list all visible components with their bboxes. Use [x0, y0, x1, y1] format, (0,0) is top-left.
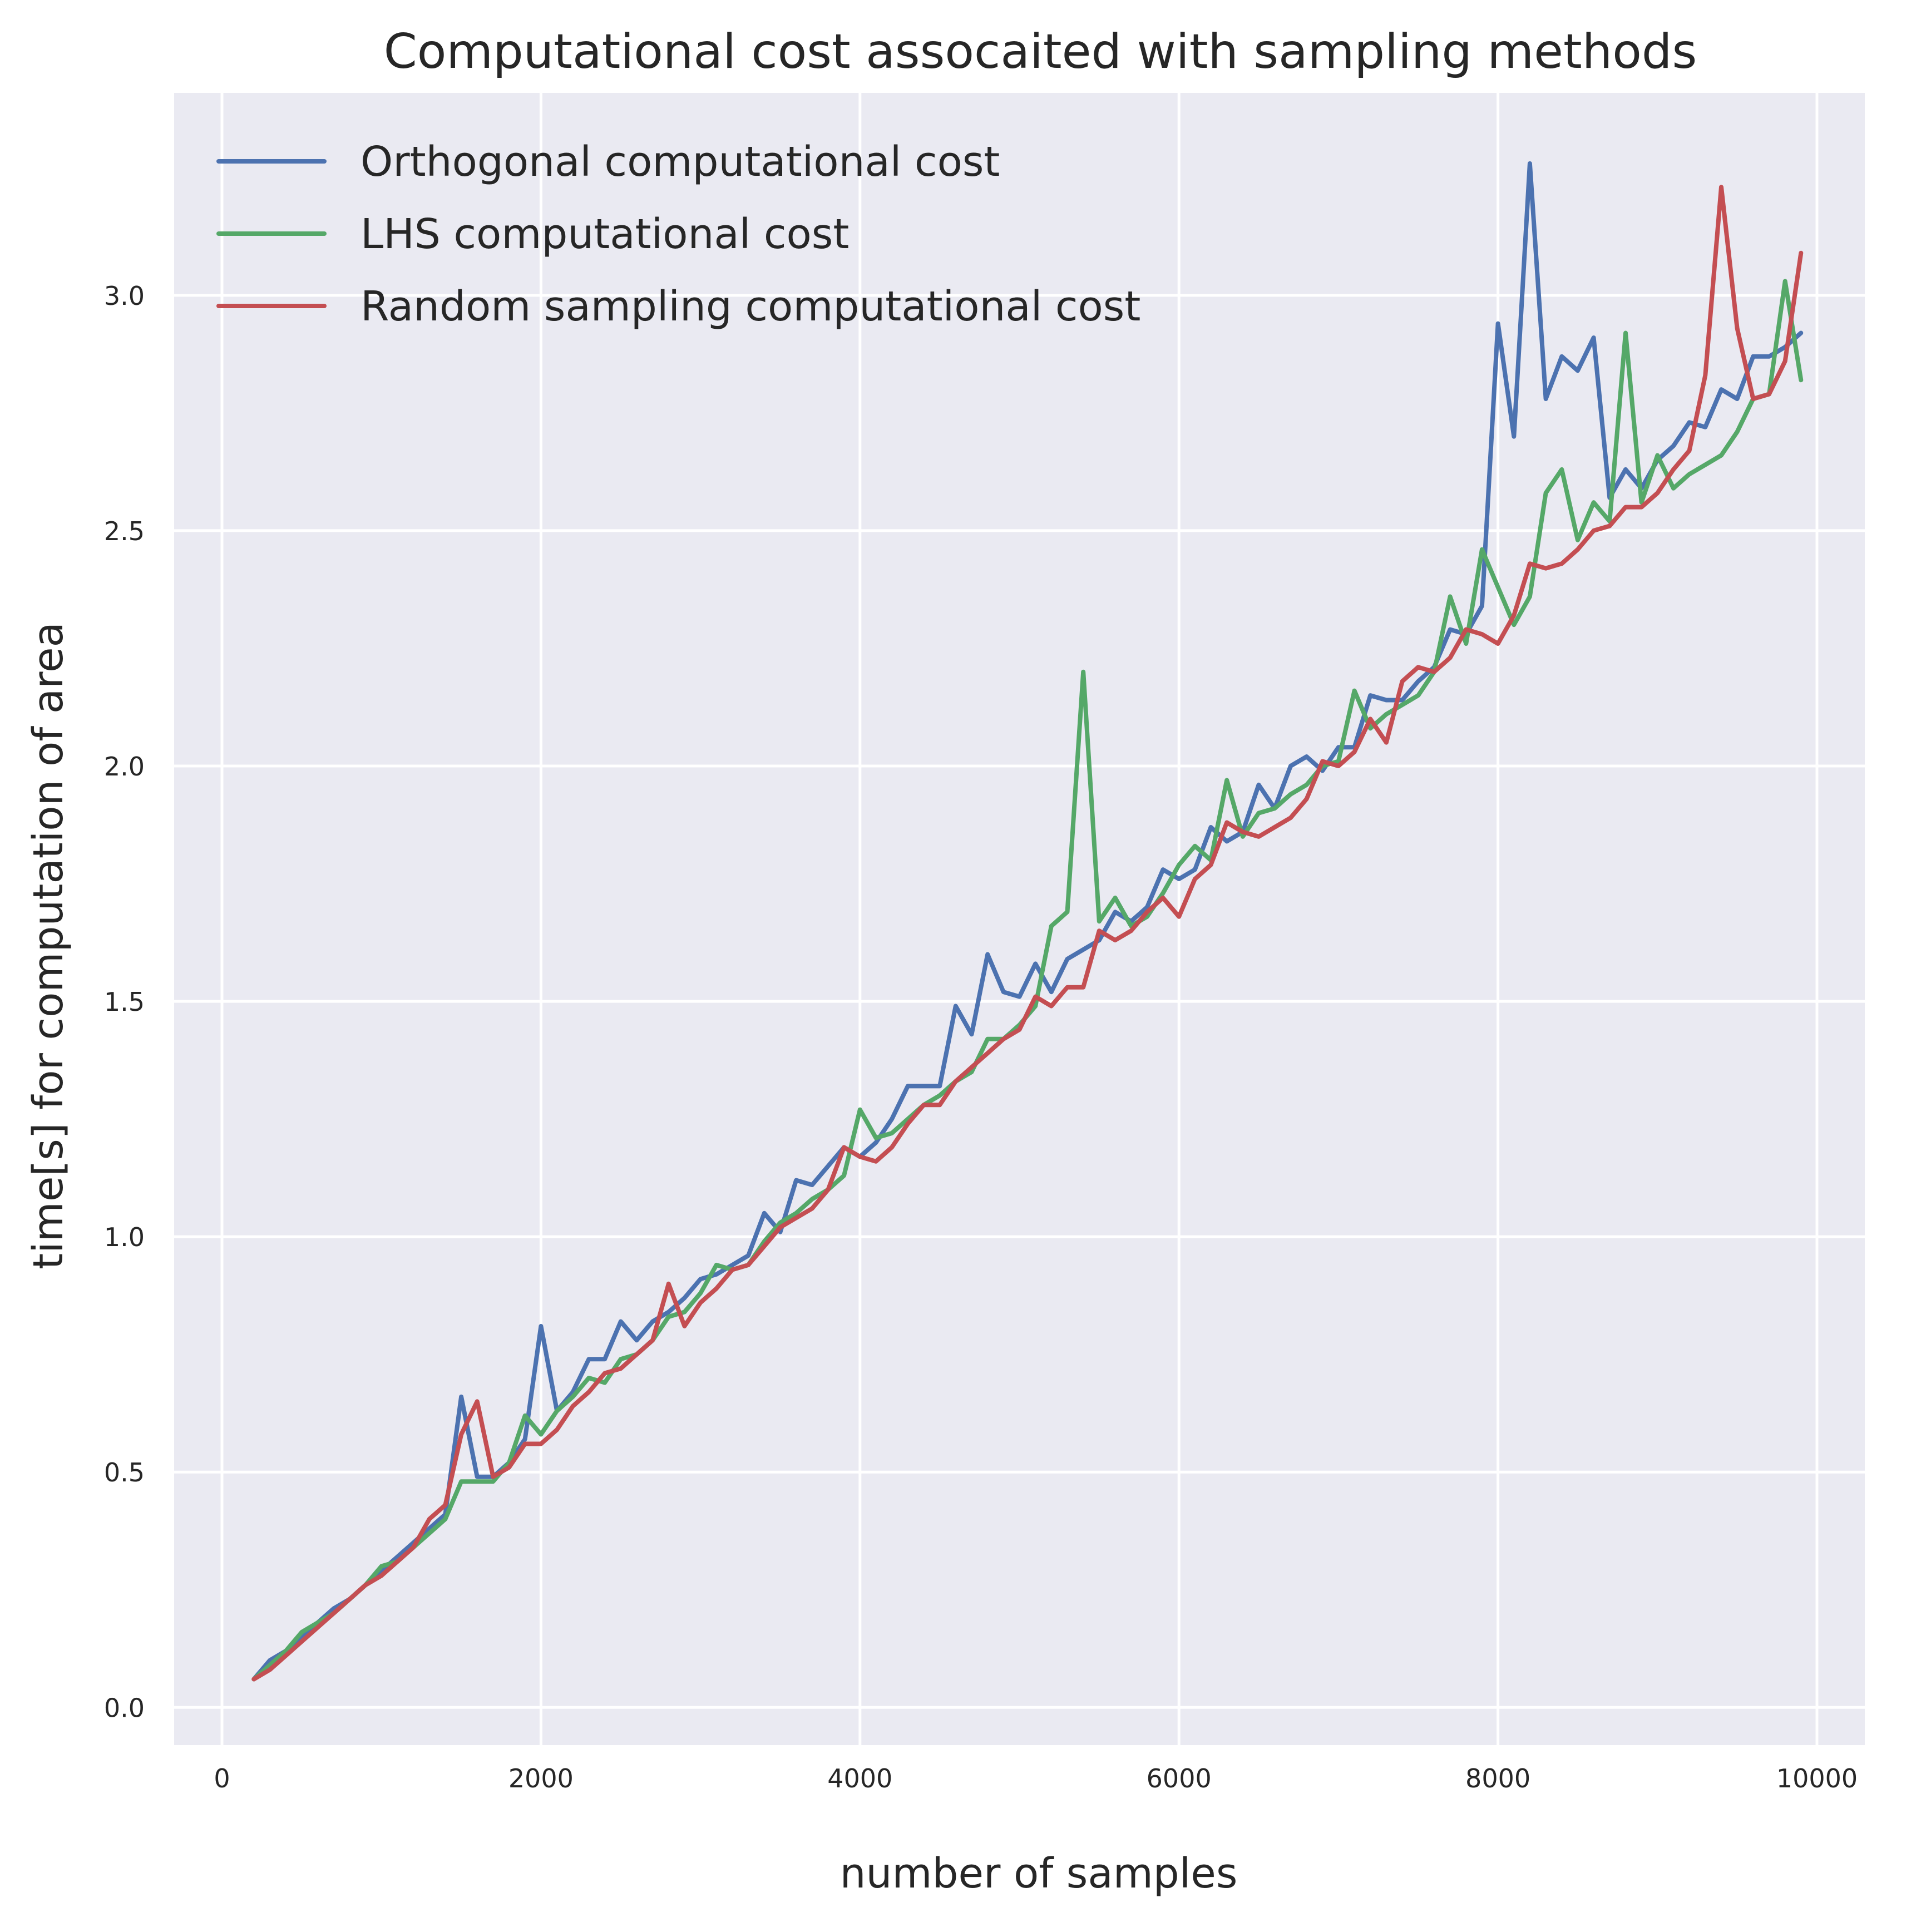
- x-tick-label: 10000: [1776, 1763, 1858, 1793]
- x-tick-label: 6000: [1147, 1763, 1212, 1793]
- y-tick-label: 1.0: [104, 1222, 145, 1252]
- y-tick-label: 1.5: [104, 987, 145, 1017]
- x-axis-title: number of samples: [840, 1850, 1238, 1898]
- gridlines: [174, 93, 1865, 1745]
- x-tick-label: 0: [214, 1763, 230, 1793]
- y-axis-title: time[s] for computation of area: [24, 622, 72, 1269]
- series-lines: [251, 161, 1804, 1682]
- x-tick-label: 8000: [1465, 1763, 1530, 1793]
- series-line-3: [251, 185, 1804, 1682]
- y-tick-label: 3.0: [104, 281, 145, 311]
- chart-title: Computational cost assocaited with sampl…: [384, 24, 1697, 80]
- y-tick-label: 0.5: [104, 1457, 145, 1488]
- legend-label: Random sampling computational cost: [360, 283, 1140, 330]
- tick-labels: 0 2000 4000 6000 8000 10000 0.0 0.5 1.0 1.5 2.0 2.5…: [104, 281, 1858, 1793]
- legend-label: LHS computational cost: [360, 210, 849, 258]
- y-tick-label: 2.5: [104, 516, 145, 546]
- x-tick-label: 2000: [508, 1763, 574, 1793]
- y-tick-label: 2.0: [104, 752, 145, 782]
- legend-label: Orthogonal computational cost: [360, 138, 1000, 186]
- legend: Orthogonal computational cost LHS computa…: [216, 138, 1140, 330]
- x-tick-label: 4000: [827, 1763, 892, 1793]
- plot-area: [174, 93, 1865, 1745]
- y-tick-label: 0.0: [104, 1693, 145, 1723]
